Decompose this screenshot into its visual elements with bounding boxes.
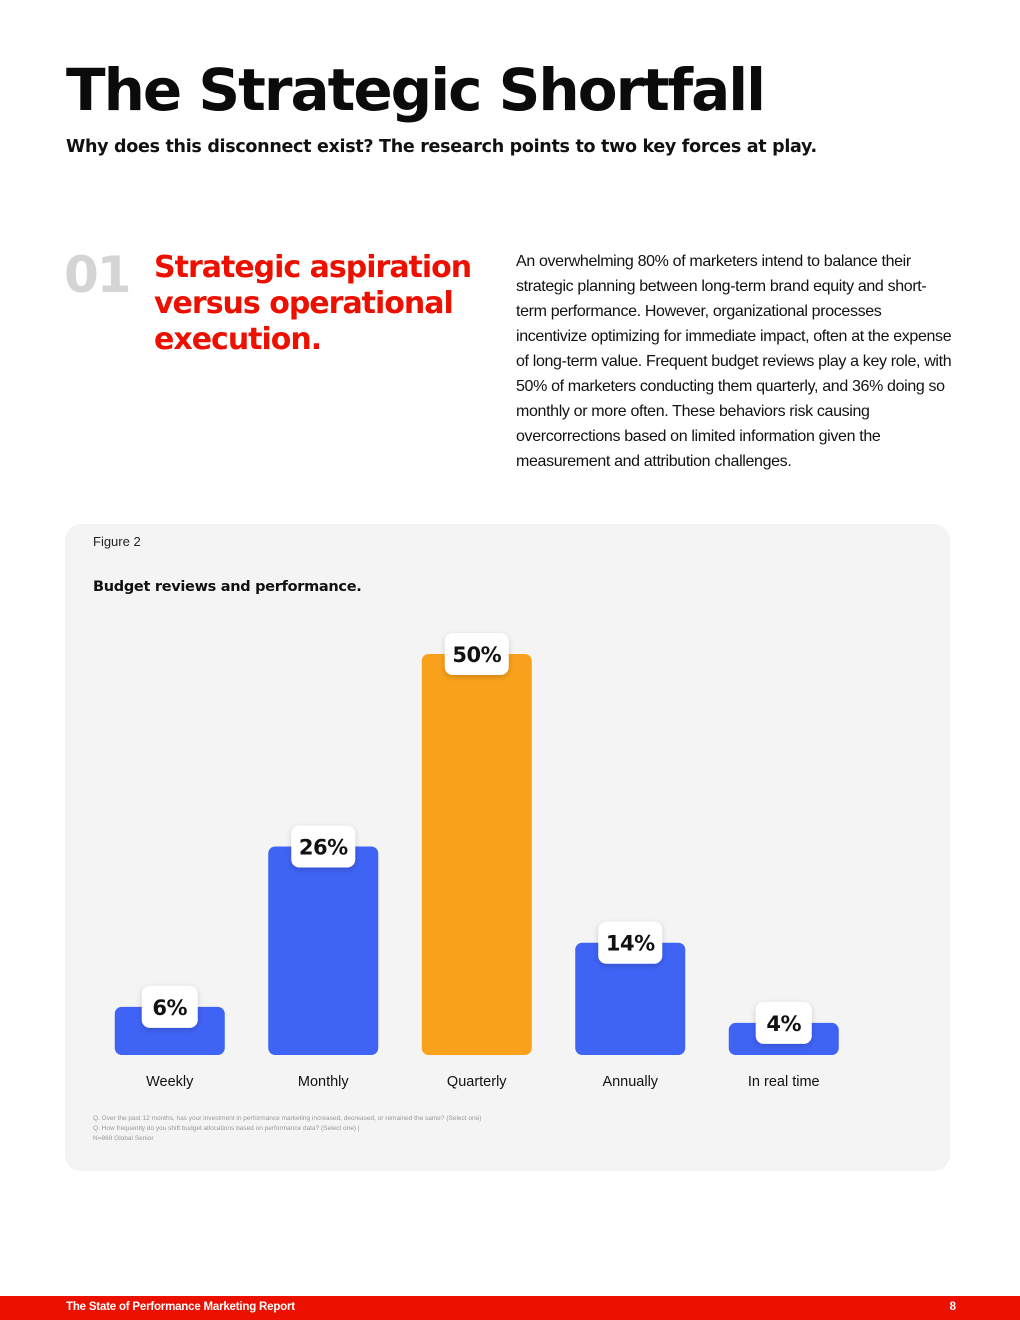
category-label: Annually bbox=[602, 1074, 658, 1090]
category-label: Weekly bbox=[146, 1074, 194, 1090]
data-label-badge bbox=[598, 921, 663, 964]
section-number: 01 bbox=[64, 246, 132, 304]
category-label: Monthly bbox=[298, 1074, 350, 1090]
page-title: The Strategic Shortfall bbox=[66, 56, 766, 124]
data-label: 4% bbox=[766, 1012, 801, 1036]
data-label-badge bbox=[141, 985, 198, 1028]
figure-title: Budget reviews and performance. bbox=[93, 579, 362, 595]
data-label-badge bbox=[444, 633, 509, 675]
data-label-badge bbox=[291, 825, 356, 868]
category-label: In real time bbox=[748, 1074, 820, 1090]
footer-page-number: 8 bbox=[949, 1301, 956, 1313]
section-body: An overwhelming 80% of marketers intend … bbox=[516, 253, 952, 470]
data-label-badge bbox=[755, 1001, 812, 1044]
data-label: 6% bbox=[152, 996, 187, 1020]
figure-note: Q. How frequently do you shift budget al… bbox=[93, 1125, 360, 1132]
data-label: 50% bbox=[452, 643, 501, 667]
data-label: 26% bbox=[299, 835, 348, 859]
data-label: 14% bbox=[606, 932, 655, 956]
figure-card: Figure 2 Budget reviews and performance.… bbox=[65, 524, 950, 1171]
footer-report-title: The State of Performance Marketing Repor… bbox=[66, 1301, 295, 1313]
category-label: Quarterly bbox=[447, 1074, 507, 1090]
page-subtitle: Why does this disconnect exist? The rese… bbox=[66, 137, 817, 157]
chart-bar bbox=[575, 942, 686, 1055]
bar-chart: 6% Weekly 26% Monthly 50% Quarterly 14% Annuall… bbox=[114, 633, 839, 1090]
figure-notes: Q. Over the past 12 months, has your inv… bbox=[93, 1114, 793, 1144]
chart-bar bbox=[421, 654, 532, 1055]
figure-note: N=869 Global Senior bbox=[93, 1135, 154, 1142]
section-heading: Strategic aspiration versus operational … bbox=[154, 250, 472, 357]
figure-label: Figure 2 bbox=[93, 534, 141, 549]
figure-note: Q. Over the past 12 months, has your inv… bbox=[93, 1115, 482, 1122]
chart-bar bbox=[268, 846, 379, 1055]
footer-bar: The State of Performance Marketing Repor… bbox=[0, 1296, 1020, 1320]
